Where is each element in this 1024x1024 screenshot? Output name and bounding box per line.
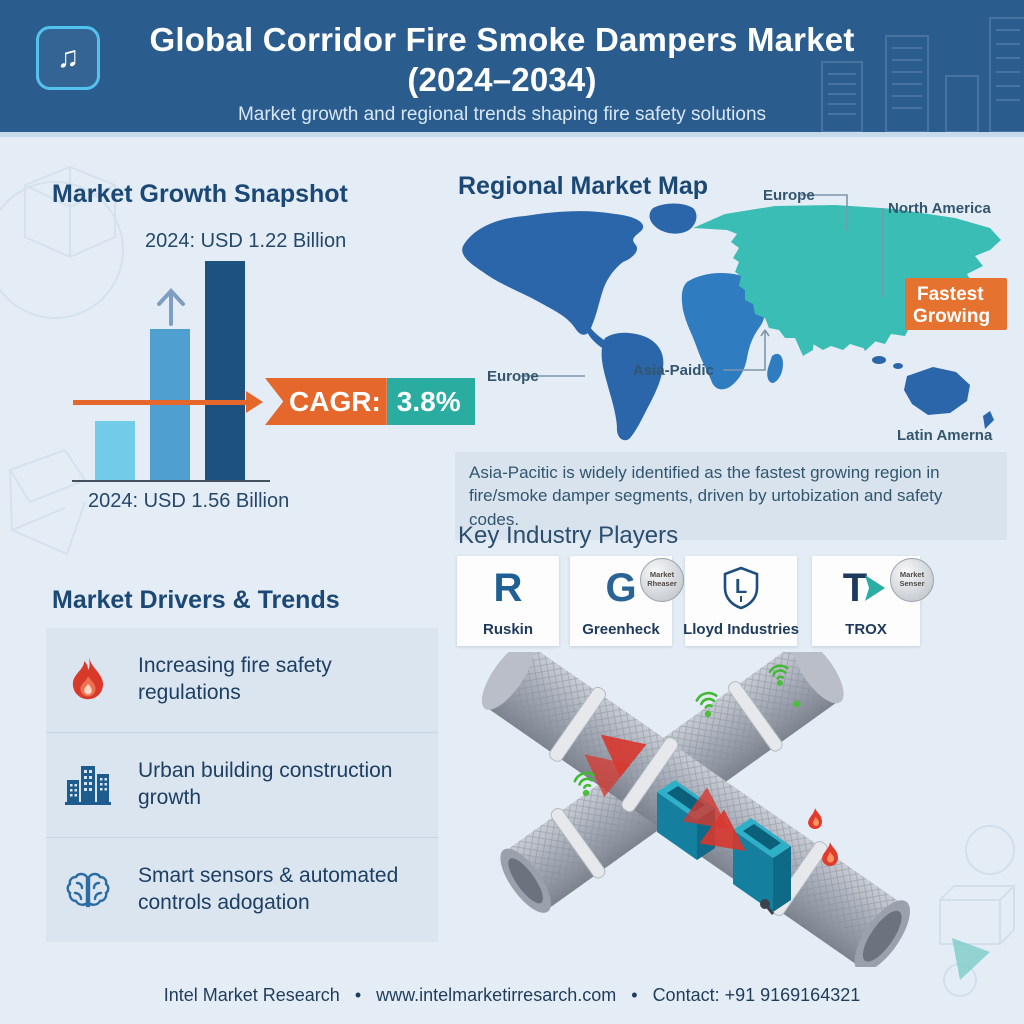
lloyd-logo-letter: L	[735, 576, 747, 598]
cagr-badge: CAGR: 3.8%	[265, 378, 475, 425]
cagr-trend-arrowhead	[246, 391, 263, 413]
map-label-europe-left: Europe	[487, 368, 539, 385]
player-name: Ruskin	[482, 621, 533, 638]
player-card-lloyd: L Lloyd Industries	[683, 556, 799, 646]
footer-separator: •	[631, 985, 638, 1005]
driver-text: Increasing fire safety regulations	[138, 654, 332, 704]
players-heading: Key Industry Players	[458, 522, 679, 549]
cagr-label: CAGR:	[265, 378, 387, 425]
map-label-north-america: North America	[888, 200, 991, 217]
growth-heading: Market Growth Snapshot	[52, 180, 348, 208]
page-title-line2: (2024–2034)	[407, 61, 597, 99]
fire-flame-icons	[808, 808, 838, 866]
fastest-growing-line1: Fastest	[917, 284, 984, 305]
chart-top-label: 2024: USD 1.22 Billion	[145, 230, 347, 252]
trox-logo: T	[812, 564, 920, 612]
greenheck-logo: G	[570, 564, 672, 612]
music-note-icon: ♫	[36, 26, 100, 90]
page-title-line1: Global Corridor Fire Smoke Dampers Marke…	[149, 21, 855, 58]
ruskin-logo: R	[457, 564, 559, 612]
buildings-icon	[62, 759, 114, 811]
header: ♫ Global Corridor Fire Smoke Dampers Mar…	[0, 0, 1024, 137]
drivers-heading: Market Drivers & Trends	[52, 586, 340, 614]
map-label-latin-america: Latin Amerna	[897, 427, 993, 444]
map-heading: Regional Market Map	[458, 172, 709, 200]
driver-text: Smart sensors & automated controls adoga…	[138, 864, 399, 914]
ruskin-logo-letter: R	[493, 566, 523, 610]
chart-axis	[72, 480, 270, 482]
cagr-trend-line	[73, 400, 249, 405]
map-leader-lines	[521, 194, 884, 377]
fastest-growing-line2: Growing	[913, 306, 990, 327]
player-name: TROX	[845, 621, 887, 638]
map-region-africa	[681, 273, 783, 390]
regional-market-map: Europe North America Europe Asia-Paidic …	[455, 178, 1015, 452]
map-caption: Asia-Pacitic is widely identified as the…	[455, 452, 1007, 541]
brain-icon	[62, 864, 114, 916]
footer: Intel Market Research • www.intelmarketi…	[0, 985, 1024, 1006]
smoke-damper-illustration	[481, 652, 910, 967]
player-name: Greenheck	[582, 621, 660, 638]
footer-website: www.intelmarketirresarch.com	[376, 985, 617, 1005]
building-silhouette-decor	[821, 17, 1024, 132]
player-card-trox: T Market Senser TROX	[812, 556, 934, 646]
bar-2034-dark	[205, 261, 245, 480]
drivers-panel: Increasing fire safety regulations	[46, 628, 438, 942]
market-senser-badge: Market Senser	[890, 558, 934, 602]
greenheck-logo-letter: G	[605, 566, 637, 610]
fastest-growing-badge: Fastest Growing	[905, 278, 1007, 330]
player-card-ruskin: R Ruskin	[457, 556, 559, 646]
driver-row-urban-construction: Urban building construction growth	[46, 732, 438, 837]
driver-row-smart-sensors: Smart sensors & automated controls adoga…	[46, 837, 438, 942]
world-map: Europe North America Europe Asia-Paidic …	[462, 187, 1007, 444]
map-label-asia-pacific: Asia-Paidic	[633, 362, 714, 379]
driver-text: Urban building construction growth	[138, 759, 393, 809]
map-label-europe-top: Europe	[763, 187, 815, 204]
growth-bar-chart: 2024: USD 1.22 Billion CAGR: 3.8% 2024: …	[60, 228, 475, 528]
watermark-geometry-topleft	[0, 165, 124, 319]
trox-logo-letter: T	[842, 566, 868, 610]
market-rheaser-badge: Market Rheaser	[640, 558, 684, 602]
watermark-geometry-bottomright	[939, 825, 1017, 997]
smoke-flow-arrows	[584, 734, 746, 852]
page-subtitle: Market growth and regional trends shapin…	[237, 104, 767, 125]
cagr-value: 3.8%	[386, 378, 475, 425]
lloyd-shield-logo: L	[685, 564, 797, 612]
up-arrow-icon	[157, 288, 185, 326]
player-card-greenheck: G Market Rheaser Greenheck	[570, 556, 684, 646]
bar-2024-light	[95, 421, 135, 480]
sensor-wifi-icons	[573, 664, 801, 797]
footer-separator: •	[354, 985, 362, 1005]
chart-bottom-label: 2024: USD 1.56 Billion	[88, 490, 290, 512]
map-region-americas	[462, 203, 994, 441]
player-name: Lloyd Industries	[683, 621, 799, 638]
driver-row-fire-regulations: Increasing fire safety regulations	[46, 628, 438, 732]
flame-icon	[62, 654, 114, 706]
footer-company: Intel Market Research	[163, 985, 340, 1005]
page-title: Global Corridor Fire Smoke Dampers Marke…	[110, 20, 894, 101]
footer-contact: Contact: +91 9169164321	[652, 985, 861, 1005]
